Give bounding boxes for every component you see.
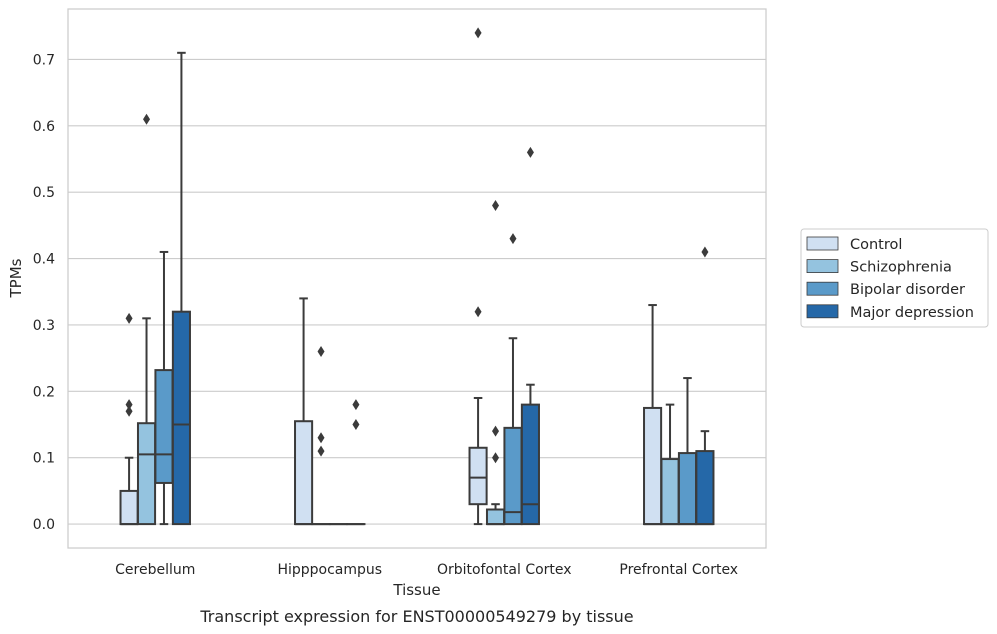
box-body <box>485 508 506 526</box>
x-tick-label: Cerebellum <box>115 562 195 578</box>
legend-swatch <box>806 259 839 274</box>
x-tick-label: Hipppocampus <box>277 562 382 578</box>
outlier-point <box>509 233 517 245</box>
x-tick-label: Orbitofontal Cortex <box>437 562 572 578</box>
series-control <box>119 27 663 526</box>
y-tick-label: 0.2 <box>33 384 55 400</box>
legend-swatch <box>806 281 839 296</box>
box <box>136 113 157 526</box>
box <box>695 246 715 526</box>
figure-caption: Transcript expression for ENST0000054927… <box>199 607 633 626</box>
outlier-point <box>352 399 360 411</box>
box-body <box>136 422 157 526</box>
plot-frame <box>67 8 767 549</box>
box-body <box>520 403 540 526</box>
y-tick-label: 0.0 <box>33 517 55 533</box>
legend-swatch <box>806 304 839 319</box>
y-tick-label: 0.6 <box>33 119 55 135</box>
box-body <box>119 489 139 526</box>
box <box>294 297 314 526</box>
series-major-depression <box>171 51 715 526</box>
box <box>677 377 698 526</box>
legend-swatch <box>806 236 839 251</box>
outlier-point <box>492 199 500 211</box>
outlier-point <box>317 445 325 457</box>
legend-label: Control <box>850 237 902 253</box>
box-body <box>660 458 680 526</box>
box-body <box>171 310 191 526</box>
legend-items: Control Schizophrenia Bipolar disorder Majo… <box>806 236 974 321</box>
outlier-point <box>352 419 360 431</box>
outlier-point <box>492 452 500 464</box>
y-tick-label: 0.4 <box>33 252 55 268</box>
y-axis-ticks: 0.0 0.1 0.2 0.3 0.4 0.5 0.6 0.7 <box>33 52 55 533</box>
box-body <box>503 426 523 526</box>
box-body <box>643 406 663 526</box>
y-tick-label: 0.1 <box>33 451 55 467</box>
outlier-point <box>492 425 500 437</box>
legend-frame <box>800 228 989 328</box>
box <box>311 346 331 526</box>
legend-label: Schizophrenia <box>850 260 952 276</box>
series-bipolar-disorder <box>154 233 698 526</box>
outlier-point <box>526 146 534 158</box>
box <box>660 403 680 526</box>
box <box>171 51 191 526</box>
y-tick-label: 0.7 <box>33 52 55 68</box>
outlier-point <box>317 432 325 444</box>
outlier-point <box>701 246 709 258</box>
outlier-point <box>125 405 133 417</box>
box-body <box>695 450 715 526</box>
legend-label: Major depression <box>850 305 974 321</box>
box <box>468 27 488 526</box>
series-schizophrenia <box>136 113 680 526</box>
plot-area <box>119 27 715 526</box>
box-body <box>677 452 698 526</box>
outlier-point <box>474 306 482 318</box>
box <box>119 312 139 526</box>
y-tick-label: 0.3 <box>33 318 55 334</box>
y-axis-label: TPMs <box>7 258 25 298</box>
box <box>346 399 366 526</box>
y-tick-label: 0.5 <box>33 185 55 201</box>
box-body <box>154 369 174 484</box>
box-body <box>294 420 314 526</box>
x-tick-label: Prefrontal Cortex <box>619 562 738 578</box>
x-axis-label: Tissue <box>392 581 440 599</box>
outlier-point <box>125 399 133 411</box>
box <box>154 250 174 526</box>
outlier-point <box>474 27 482 39</box>
legend-label: Bipolar disorder <box>850 282 965 298</box>
legend: Control Schizophrenia Bipolar disorder Majo… <box>800 228 989 328</box>
box <box>520 146 540 526</box>
outlier-point <box>125 312 133 324</box>
x-axis-ticks: Cerebellum Hipppocampus Orbitofontal Corte… <box>115 562 738 578</box>
outlier-point <box>317 346 325 358</box>
box-body <box>468 446 488 506</box>
outlier-point <box>143 113 151 125</box>
